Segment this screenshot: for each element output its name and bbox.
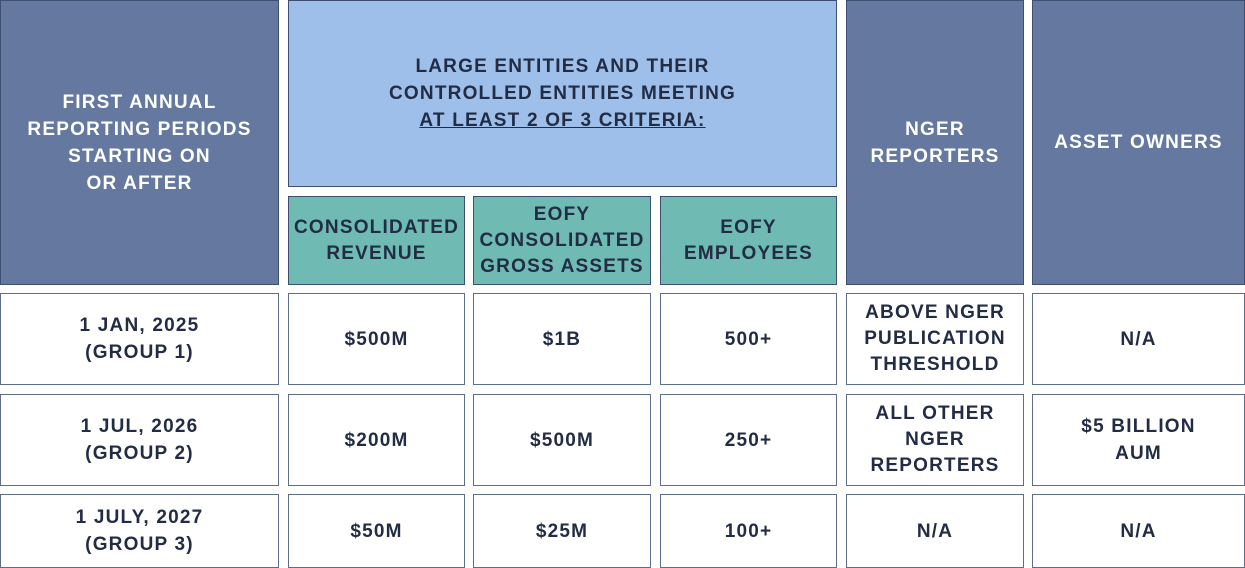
header-asset-owners: ASSET OWNERS [1032, 0, 1245, 285]
row-1-nger-text: ABOVE NGER PUBLICATION THRESHOLD [864, 300, 1006, 378]
row-2-asset-owners-line: AUM [1115, 443, 1162, 464]
row-2-nger-text: ALL OTHER NGER REPORTERS [870, 401, 999, 479]
row-1-nger-line: THRESHOLD [870, 354, 1000, 375]
row-2-employees-value: 250+ [724, 429, 773, 451]
header-employees-line: EOFY [720, 216, 777, 238]
row-3-employees: 100+ [660, 494, 837, 568]
row-2-nger-line: NGER [905, 429, 965, 450]
row-2-assets: $500M [473, 394, 651, 486]
row-2-asset-owners: $5 BILLION AUM [1032, 394, 1245, 486]
row-1-assets: $1B [473, 293, 651, 385]
row-1-nger-line: PUBLICATION [864, 328, 1006, 349]
row-3-nger: N/A [846, 494, 1024, 568]
row-2-nger-line: ALL OTHER [875, 403, 995, 424]
header-revenue-line: CONSOLIDATED [294, 216, 459, 238]
row-2-asset-owners-line: $5 BILLION [1081, 416, 1196, 437]
row-3-assets-value: $25M [535, 520, 589, 542]
row-1-employees-value: 500+ [724, 328, 773, 350]
header-assets-line: CONSOLIDATED [479, 229, 645, 251]
header-criteria-text: LARGE ENTITIES AND THEIR CONTROLLED ENTI… [389, 53, 736, 134]
row-3-employees-value: 100+ [724, 520, 773, 542]
header-period-line: STARTING ON [68, 145, 211, 167]
row-3-period: 1 JULY, 2027 (GROUP 3) [0, 494, 279, 568]
row-1-revenue-value: $500M [344, 328, 409, 350]
row-2-nger-line: REPORTERS [870, 455, 1000, 476]
row-3-period-text: 1 JULY, 2027 (GROUP 3) [76, 504, 204, 558]
row-3-period-line: (GROUP 3) [85, 534, 194, 555]
header-criteria-line: LARGE ENTITIES AND THEIR [415, 56, 710, 77]
header-assets-line: EOFY [533, 203, 591, 225]
row-1-assets-value: $1B [542, 328, 582, 350]
header-employees-line: EMPLOYEES [683, 242, 814, 264]
row-2-nger: ALL OTHER NGER REPORTERS [846, 394, 1024, 486]
row-3-period-line: 1 JULY, 2027 [75, 507, 204, 528]
header-period-line: OR AFTER [86, 172, 193, 194]
header-nger-line: NGER [905, 118, 965, 140]
row-1-revenue: $500M [288, 293, 465, 385]
row-3-assets: $25M [473, 494, 651, 568]
row-2-asset-owners-text: $5 BILLION AUM [1081, 413, 1195, 467]
header-employees-text: EOFY EMPLOYEES [684, 215, 813, 267]
header-criteria-line-underlined: AT LEAST 2 OF 3 CRITERIA: [419, 110, 706, 131]
row-1-asset-owners-value: N/A [1120, 328, 1157, 350]
row-3-nger-value: N/A [916, 520, 954, 542]
header-revenue: CONSOLIDATED REVENUE [288, 196, 465, 285]
row-3-asset-owners: N/A [1032, 494, 1245, 568]
header-assets-text: EOFY CONSOLIDATED GROSS ASSETS [480, 202, 645, 280]
row-1-period-line: 1 JAN, 2025 [79, 315, 200, 336]
row-1-nger: ABOVE NGER PUBLICATION THRESHOLD [846, 293, 1024, 385]
header-period: FIRST ANNUAL REPORTING PERIODS STARTING … [0, 0, 279, 285]
row-2-period-line: (GROUP 2) [85, 443, 194, 464]
header-period-text: FIRST ANNUAL REPORTING PERIODS STARTING … [27, 89, 251, 197]
row-1-period: 1 JAN, 2025 (GROUP 1) [0, 293, 279, 385]
row-1-employees: 500+ [660, 293, 837, 385]
header-asset-owners-label: ASSET OWNERS [1054, 132, 1223, 153]
row-3-revenue-value: $50M [350, 520, 403, 542]
row-2-assets-value: $500M [529, 429, 595, 451]
row-1-nger-line: ABOVE NGER [865, 302, 1005, 323]
row-3-asset-owners-value: N/A [1120, 520, 1157, 542]
row-1-period-text: 1 JAN, 2025 (GROUP 1) [80, 312, 200, 366]
header-period-line: REPORTING PERIODS [27, 118, 252, 140]
header-nger: NGER REPORTERS [846, 0, 1024, 285]
header-period-line: FIRST ANNUAL [62, 91, 217, 113]
row-2-revenue: $200M [288, 394, 465, 486]
header-employees: EOFY EMPLOYEES [660, 196, 837, 285]
header-revenue-text: CONSOLIDATED REVENUE [294, 215, 459, 267]
header-assets-line: GROSS ASSETS [480, 255, 644, 277]
row-2-period-text: 1 JUL, 2026 (GROUP 2) [81, 413, 199, 467]
header-nger-text: NGER REPORTERS [870, 116, 999, 170]
row-2-revenue-value: $200M [344, 429, 409, 451]
header-nger-line: REPORTERS [870, 145, 1000, 167]
header-revenue-line: REVENUE [326, 242, 427, 264]
row-1-period-line: (GROUP 1) [85, 342, 194, 363]
row-3-revenue: $50M [288, 494, 465, 568]
header-criteria: LARGE ENTITIES AND THEIR CONTROLLED ENTI… [288, 0, 837, 187]
header-criteria-line: CONTROLLED ENTITIES MEETING [389, 83, 736, 104]
row-2-employees: 250+ [660, 394, 837, 486]
header-assets: EOFY CONSOLIDATED GROSS ASSETS [473, 196, 651, 285]
row-2-period: 1 JUL, 2026 (GROUP 2) [0, 394, 279, 486]
row-1-asset-owners: N/A [1032, 293, 1245, 385]
row-2-period-line: 1 JUL, 2026 [80, 416, 199, 437]
